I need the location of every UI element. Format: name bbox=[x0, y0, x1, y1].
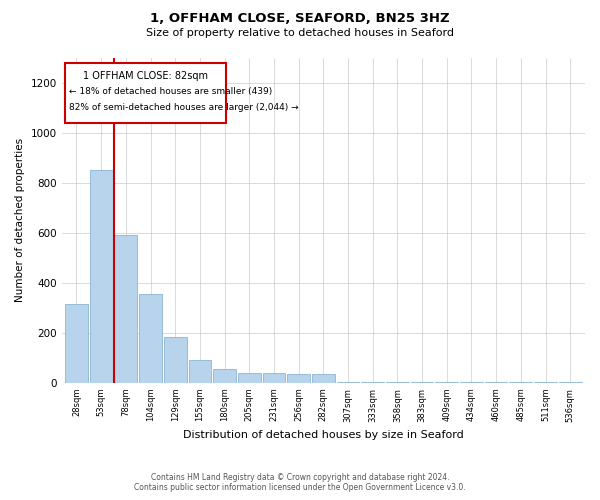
Bar bbox=[534, 382, 557, 383]
Bar bbox=[213, 369, 236, 383]
Text: Contains HM Land Registry data © Crown copyright and database right 2024.
Contai: Contains HM Land Registry data © Crown c… bbox=[134, 473, 466, 492]
Y-axis label: Number of detached properties: Number of detached properties bbox=[15, 138, 25, 302]
Bar bbox=[485, 382, 508, 383]
Bar bbox=[460, 382, 483, 383]
Bar bbox=[509, 382, 532, 383]
Bar bbox=[312, 374, 335, 383]
Bar bbox=[188, 360, 211, 383]
Text: Size of property relative to detached houses in Seaford: Size of property relative to detached ho… bbox=[146, 28, 454, 38]
Bar bbox=[90, 170, 113, 383]
Bar bbox=[287, 374, 310, 383]
Bar bbox=[65, 304, 88, 383]
Bar bbox=[361, 382, 384, 383]
Text: 1 OFFHAM CLOSE: 82sqm: 1 OFFHAM CLOSE: 82sqm bbox=[83, 72, 208, 82]
Bar bbox=[263, 373, 286, 383]
Text: ← 18% of detached houses are smaller (439): ← 18% of detached houses are smaller (43… bbox=[69, 87, 272, 96]
Bar bbox=[164, 336, 187, 383]
Text: 1, OFFHAM CLOSE, SEAFORD, BN25 3HZ: 1, OFFHAM CLOSE, SEAFORD, BN25 3HZ bbox=[150, 12, 450, 26]
X-axis label: Distribution of detached houses by size in Seaford: Distribution of detached houses by size … bbox=[183, 430, 464, 440]
Bar bbox=[559, 382, 581, 383]
Bar bbox=[115, 235, 137, 383]
Bar bbox=[436, 382, 458, 383]
Bar bbox=[337, 382, 359, 383]
Text: 82% of semi-detached houses are larger (2,044) →: 82% of semi-detached houses are larger (… bbox=[69, 103, 299, 112]
Bar bbox=[238, 373, 260, 383]
Bar bbox=[386, 382, 409, 383]
Bar bbox=[139, 294, 162, 383]
FancyBboxPatch shape bbox=[65, 62, 226, 122]
Bar bbox=[411, 382, 433, 383]
